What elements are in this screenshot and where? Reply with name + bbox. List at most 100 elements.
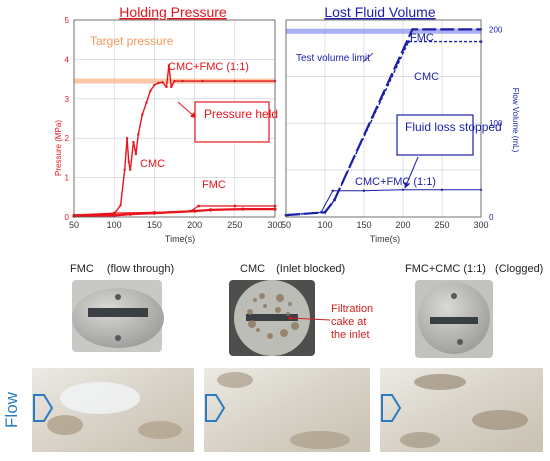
c1-series-point-0 — [141, 113, 144, 116]
c1-series-point-0 — [165, 85, 168, 89]
c1-series-point-0 — [170, 85, 173, 89]
cmc-speck — [248, 320, 256, 328]
c2-series-point-2 — [440, 188, 444, 191]
c2-x-tick-label: 250 — [434, 220, 449, 230]
c1-series-point-2 — [197, 204, 201, 208]
c1-series-point-2 — [112, 211, 116, 215]
series-label-fmc-volume: FMC — [410, 32, 434, 44]
callout-line-2: cake at — [331, 316, 366, 328]
mix-sample-stain-2 — [472, 410, 528, 430]
cmc-filter-cake-specks — [247, 293, 299, 339]
filtration-cake-pointer — [289, 317, 331, 321]
test-volume-limit-line — [286, 28, 481, 34]
filtration-cake-callout: Filtration cake at the inlet — [331, 303, 376, 341]
panel-label-fmc-cmc: FMC+CMC (1:1) (Clogged) — [405, 263, 543, 275]
c1-series-point-0 — [173, 79, 176, 83]
c1-series-point-0 — [125, 137, 129, 140]
callout-line-1: Filtration — [331, 303, 373, 315]
pressure-series-group — [72, 64, 277, 218]
cmc-speck — [286, 312, 290, 316]
fmc-sample-highlight — [60, 382, 140, 414]
c2-x-tick-label: 150 — [356, 220, 371, 230]
c2-series-point-2 — [319, 211, 323, 214]
c1-series-point-0 — [119, 204, 122, 207]
c1-x-tick-label: 250 — [227, 220, 242, 230]
target-pressure-label: Target pressure — [90, 34, 174, 48]
c1-series-point-1 — [241, 207, 245, 211]
mix-disc-photo — [415, 280, 493, 358]
volume-x-axis-label: Time(s) — [370, 234, 400, 244]
c1-y-tick-label: 5 — [65, 16, 70, 25]
panel-fmc-name: FMC — [70, 263, 94, 275]
c1-series-point-0 — [129, 168, 132, 171]
pressure-held-arrow — [177, 101, 197, 119]
c2-x-tick-label: 100 — [317, 220, 332, 230]
c1-series-line-1 — [73, 208, 275, 218]
pressure-chart: 50 100 150 200 250 300 0 1 2 3 4 5 Holding Pressure… — [54, 4, 283, 244]
pressure-held-box — [194, 101, 270, 143]
fmc-disc — [72, 288, 164, 348]
c1-series-point-0 — [123, 168, 126, 171]
cmc-disc-photo — [229, 280, 315, 356]
c1-series-point-0 — [233, 79, 236, 83]
series-label-fmc: FMC — [202, 179, 226, 191]
c1-series-point-0 — [161, 81, 164, 84]
flow-arrow-3 — [381, 394, 402, 422]
cmc-speck — [280, 329, 288, 337]
flow-arrow-1 — [33, 394, 54, 422]
mix-sample-stain-3 — [400, 432, 440, 448]
c1-series-point-2 — [233, 204, 237, 208]
callout-line-3: the inlet — [331, 329, 370, 341]
cmc-slot — [246, 314, 298, 321]
limit-pointer-line — [362, 52, 374, 63]
c1-series-point-0 — [149, 89, 152, 93]
panel-mix-name: FMC+CMC (1:1) — [405, 263, 486, 275]
c2-series-point-2 — [331, 189, 334, 192]
fluid-loss-arrow — [404, 156, 419, 189]
cmc-speck — [288, 302, 292, 306]
c2-x-tick-label: 50 — [281, 220, 291, 230]
cmc-sample-stain — [217, 372, 253, 388]
c2-series-point-1 — [407, 40, 410, 43]
mix-sample-photo — [380, 368, 543, 452]
c2-series-point-0 — [411, 28, 414, 31]
c1-series-point-0 — [181, 79, 184, 83]
c1-x-tick-label: 300 — [267, 220, 282, 230]
cmc-speck — [256, 328, 260, 332]
c1-y-tick-label: 0 — [65, 213, 70, 222]
cmc-speck — [267, 333, 273, 339]
c2-y-tick-label: 0 — [489, 213, 494, 222]
fluid-loss-stopped-box — [396, 114, 474, 156]
fmc-screw-hole-bottom — [115, 335, 121, 341]
cmc-speck — [275, 307, 281, 313]
c1-series-point-0 — [157, 81, 160, 85]
c2-series-point-2 — [401, 188, 405, 191]
test-volume-limit-label: Test volume limit — [296, 53, 370, 64]
c1-x-tick-label: 150 — [147, 220, 162, 230]
series-label-cmc-volume: CMC — [414, 71, 439, 83]
panel-cmc-name: CMC — [240, 263, 265, 275]
c1-series-point-0 — [127, 160, 130, 163]
volume-chart-title: Lost Fluid Volume — [324, 4, 435, 20]
panel-cmc-note: (Inlet blocked) — [276, 263, 345, 275]
fmc-slot — [88, 308, 148, 317]
c1-series-point-0 — [145, 101, 148, 104]
fluid-loss-stopped-annotation: Fluid loss stopped — [405, 120, 502, 134]
c1-y-tick-label: 4 — [65, 55, 70, 64]
c1-series-point-0 — [153, 83, 156, 87]
c1-frame — [73, 19, 276, 218]
c1-series-point-1 — [193, 209, 197, 213]
cmc-sample-photo — [204, 368, 370, 452]
volume-y-axis-label: Flow Volume (mL) — [511, 88, 520, 153]
c1-series-line-2 — [73, 205, 275, 216]
panel-fmc-note: (flow through) — [107, 263, 174, 275]
cmc-speck — [276, 294, 284, 302]
c1-series-point-2 — [189, 209, 193, 213]
panel-label-fmc: FMC (flow through) — [70, 263, 174, 275]
pressure-y-axis-label: Pressure (MPa) — [54, 120, 63, 176]
flow-label: Flow — [2, 391, 21, 428]
cmc-speck — [291, 322, 299, 330]
c1-series-point-1 — [209, 208, 213, 212]
filtration-cake-pointer-dot — [288, 316, 292, 320]
